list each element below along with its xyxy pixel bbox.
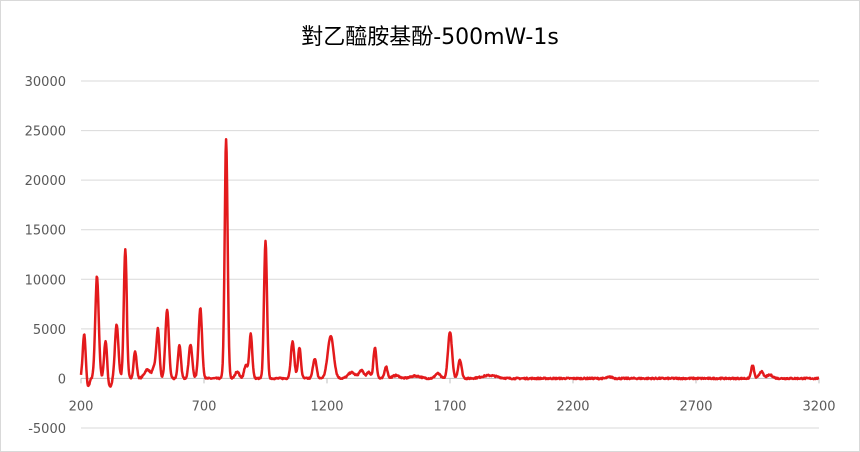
x-tick-label: 1700 (433, 399, 466, 414)
y-tick-label: 0 (58, 372, 66, 387)
x-tick-label: 200 (69, 399, 94, 414)
y-tick-label: 10000 (25, 273, 66, 288)
y-tick-label: -5000 (28, 422, 66, 437)
y-tick-label: 30000 (25, 75, 66, 90)
y-tick-label: 20000 (25, 174, 66, 189)
x-tick-label: 1200 (310, 399, 343, 414)
y-tick-label: 15000 (25, 224, 66, 239)
x-tick-label: 3200 (802, 399, 835, 414)
chart-title: 對乙醯胺基酚-500mW-1s (301, 25, 559, 50)
y-tick-label: 5000 (33, 323, 66, 338)
x-tick-label: 2700 (679, 399, 712, 414)
spectrum-line (79, 137, 820, 388)
y-tick-label: 25000 (25, 125, 66, 140)
x-tick-label: 700 (192, 399, 217, 414)
x-tick-label: 2200 (556, 399, 589, 414)
